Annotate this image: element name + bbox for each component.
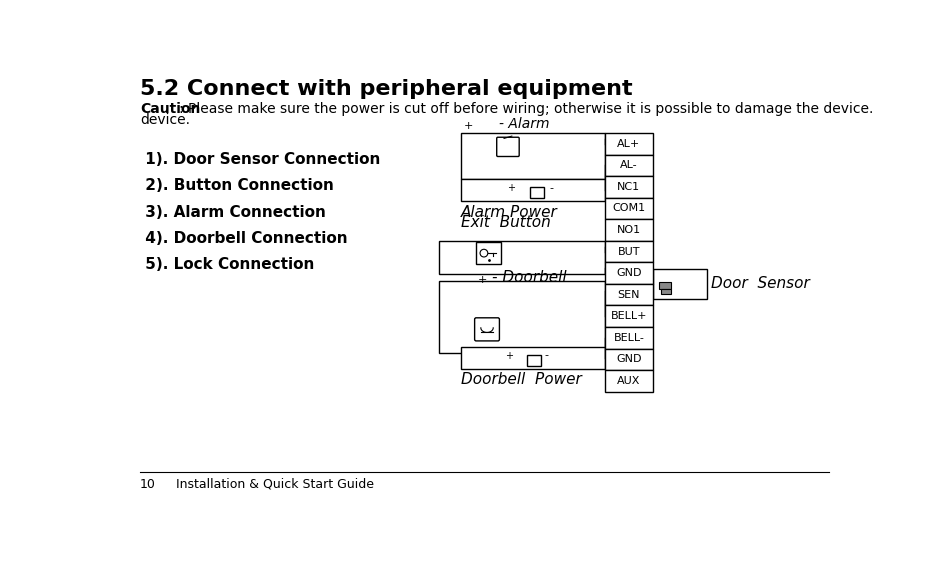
Bar: [661, 289, 670, 294]
Bar: [439, 241, 604, 274]
Bar: [604, 155, 652, 176]
Text: Doorbell  Power: Doorbell Power: [460, 373, 581, 387]
Text: BELL-: BELL-: [613, 333, 644, 343]
Bar: [604, 241, 652, 262]
Text: : Please make sure the power is cut off before wiring; otherwise it is possible : : Please make sure the power is cut off …: [178, 102, 872, 116]
Text: +: +: [464, 122, 473, 132]
Bar: [604, 306, 652, 327]
Bar: [604, 284, 652, 306]
Bar: [460, 179, 604, 201]
Text: device.: device.: [140, 113, 190, 127]
Text: BELL+: BELL+: [610, 311, 647, 321]
Bar: [476, 242, 500, 264]
Text: +: +: [504, 351, 512, 360]
Bar: [604, 327, 652, 348]
Text: -: -: [549, 182, 553, 193]
Bar: [604, 198, 652, 219]
Text: 3). Alarm Connection: 3). Alarm Connection: [140, 204, 326, 220]
Text: AL+: AL+: [616, 139, 640, 149]
Text: Caution: Caution: [140, 102, 200, 116]
Bar: [604, 176, 652, 198]
Bar: [526, 355, 540, 365]
Bar: [604, 348, 652, 370]
Text: COM1: COM1: [612, 203, 645, 213]
Text: +: +: [506, 182, 514, 193]
Bar: [604, 262, 652, 284]
Text: - Doorbell: - Doorbell: [491, 270, 565, 285]
Text: 2). Button Connection: 2). Button Connection: [140, 178, 333, 194]
Bar: [604, 219, 652, 241]
Text: NO1: NO1: [616, 225, 640, 235]
Bar: [652, 269, 706, 298]
Text: NC1: NC1: [616, 182, 640, 192]
Bar: [439, 281, 604, 353]
Text: +: +: [478, 275, 486, 285]
FancyBboxPatch shape: [497, 137, 518, 157]
Text: -: -: [544, 351, 548, 360]
Text: Door  Sensor: Door Sensor: [710, 276, 809, 292]
Bar: [460, 347, 604, 369]
Text: 5.2 Connect with peripheral equipment: 5.2 Connect with peripheral equipment: [140, 79, 632, 99]
Text: - Alarm: - Alarm: [498, 118, 549, 132]
Text: GND: GND: [615, 354, 641, 364]
Text: BUT: BUT: [617, 247, 639, 257]
Text: Alarm Power: Alarm Power: [460, 204, 557, 220]
Text: SEN: SEN: [617, 290, 639, 300]
Text: Installation & Quick Start Guide: Installation & Quick Start Guide: [177, 478, 374, 491]
Bar: [604, 370, 652, 392]
Bar: [460, 133, 604, 179]
Text: 4). Doorbell Connection: 4). Doorbell Connection: [140, 231, 347, 246]
Bar: [530, 187, 544, 198]
FancyBboxPatch shape: [474, 318, 498, 341]
Text: AL-: AL-: [619, 160, 637, 171]
Text: GND: GND: [615, 268, 641, 278]
Text: AUX: AUX: [616, 376, 640, 386]
Text: Exit  Button: Exit Button: [460, 215, 549, 230]
Bar: [658, 282, 671, 289]
Text: 1). Door Sensor Connection: 1). Door Sensor Connection: [140, 152, 379, 167]
Bar: [604, 133, 652, 155]
Text: 5). Lock Connection: 5). Lock Connection: [140, 257, 313, 272]
Text: 10: 10: [140, 478, 156, 491]
